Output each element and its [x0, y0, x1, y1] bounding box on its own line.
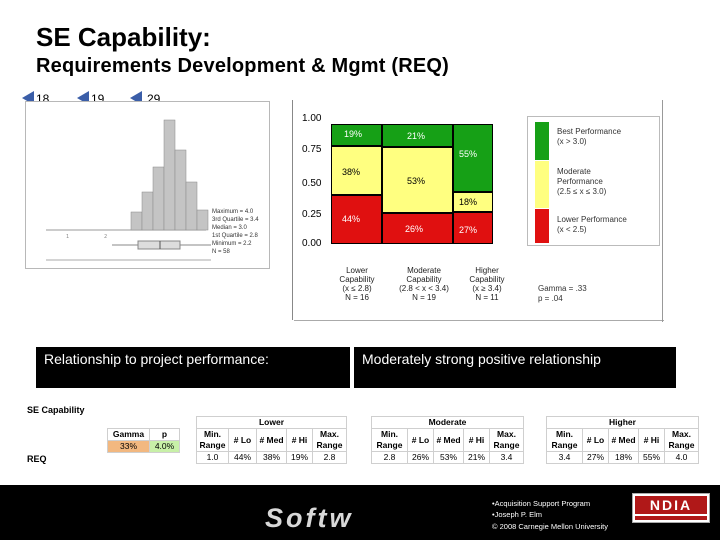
page-subtitle: Requirements Development & Mgmt (REQ): [36, 55, 450, 77]
y-tick-05: 0.50: [302, 178, 322, 189]
gamma-value: Gamma = .33: [538, 284, 587, 293]
divider-line: [294, 320, 664, 321]
lower-group-header: Lower: [196, 416, 347, 429]
lower-table: Lower Min. Range # Lo # Med # Hi Max. Ra…: [196, 416, 347, 464]
legend-label-low: Lower Performance (x < 2.5): [557, 215, 627, 234]
mosaic-cell-higher-low: 27%: [453, 212, 493, 244]
histogram-svg: 1 2: [46, 119, 211, 261]
x-category-moderate: Moderate Capability (2.8 < x < 3.4) N = …: [399, 266, 449, 302]
divider-line: [292, 100, 293, 320]
x-category-lower: Lower Capability (x ≤ 2.8) N = 16: [339, 266, 375, 302]
p-cell: 4.0%: [149, 440, 180, 453]
stat-n: N = 58: [212, 249, 230, 255]
footer-credits: •Acquisition Support Program •Joseph P. …: [492, 498, 590, 520]
y-tick-025: 0.25: [302, 209, 322, 220]
higher-group-header: Higher: [546, 416, 699, 429]
legend-label-moderate: Moderate Performance (2.5 ≤ x ≤ 3.0): [557, 167, 607, 196]
moderate-table: Moderate Min. Range # Lo # Med # Hi Max.…: [371, 416, 524, 464]
stat-median: Median = 3.0: [212, 225, 247, 231]
relationship-bar: [36, 347, 676, 388]
table-section-label: SE Capability: [27, 405, 85, 415]
x-category-higher: Higher Capability (x ≥ 3.4) N = 11: [469, 266, 505, 302]
mosaic-cell-moderate-low: 26%: [382, 213, 453, 244]
gamma-header: Gamma: [107, 428, 150, 441]
p-value: p = .04: [538, 294, 563, 303]
relationship-label: Relationship to project performance:: [44, 351, 269, 367]
ndia-logo: NDIA: [632, 493, 710, 523]
footer-line-2: •Joseph P. Elm: [492, 510, 543, 519]
gamma-cell: 33%: [107, 440, 150, 453]
mosaic-cell-lower-low: 44%: [331, 195, 382, 244]
svg-text:1: 1: [66, 234, 69, 240]
footer-bar: [0, 485, 720, 540]
mosaic-cell-moderate-moderate: 53%: [382, 147, 453, 213]
stat-min: Minimum = 2.2: [212, 241, 252, 247]
ndia-logo-text: NDIA: [635, 496, 707, 514]
brand-wordmark: Softw: [265, 503, 354, 533]
footer-line-1: •Acquisition Support Program: [492, 499, 591, 508]
legend-label-best: Best Performance (x > 3.0): [557, 127, 622, 146]
relationship-value: Moderately strong positive relationship: [362, 351, 601, 367]
gamma-table: Gamma p 33% 4.0%: [107, 428, 180, 453]
svg-text:2: 2: [104, 234, 107, 240]
p-header: p: [149, 428, 180, 441]
mosaic-legend: Best Performance (x > 3.0) Moderate Perf…: [527, 116, 660, 246]
y-tick-075: 0.75: [302, 144, 322, 155]
relationship-bar-separator: [350, 347, 354, 388]
table-row-label: REQ: [27, 454, 47, 464]
moderate-group-header: Moderate: [371, 416, 524, 429]
page-title: SE Capability:: [36, 22, 211, 52]
divider-line: [662, 100, 663, 322]
mosaic-cell-higher-best: 55%: [453, 124, 493, 192]
stat-q3: 3rd Quartile = 3.4: [212, 217, 259, 223]
y-tick-0: 0.00: [302, 238, 322, 249]
mosaic-cell-moderate-best: 21%: [382, 124, 453, 147]
legend-swatch-moderate: [535, 161, 549, 208]
histogram-boxplot-figure: 1 2 Maximum = 4.0 3rd Quartile = 3.4 Med…: [25, 101, 270, 269]
gamma-stats: Gamma = .33 p = .04: [538, 284, 587, 304]
higher-table: Higher Min. Range # Lo # Med # Hi Max. R…: [546, 416, 699, 464]
y-tick-1: 1.00: [302, 113, 322, 124]
ndia-logo-stripe: [635, 516, 707, 520]
legend-swatch-low: [535, 209, 549, 243]
mosaic-cell-lower-moderate: 38%: [331, 146, 382, 195]
stat-max: Maximum = 4.0: [212, 209, 254, 215]
boxplot-stats: Maximum = 4.0 3rd Quartile = 3.4 Median …: [212, 208, 259, 256]
legend-swatch-best: [535, 122, 549, 160]
mosaic-cell-lower-best: 19%: [331, 124, 382, 146]
stat-q1: 1st Quartile = 2.8: [212, 233, 258, 239]
footer-copyright: © 2008 Carnegie Mellon University: [492, 522, 608, 531]
mosaic-cell-higher-moderate: 18%: [453, 192, 493, 212]
